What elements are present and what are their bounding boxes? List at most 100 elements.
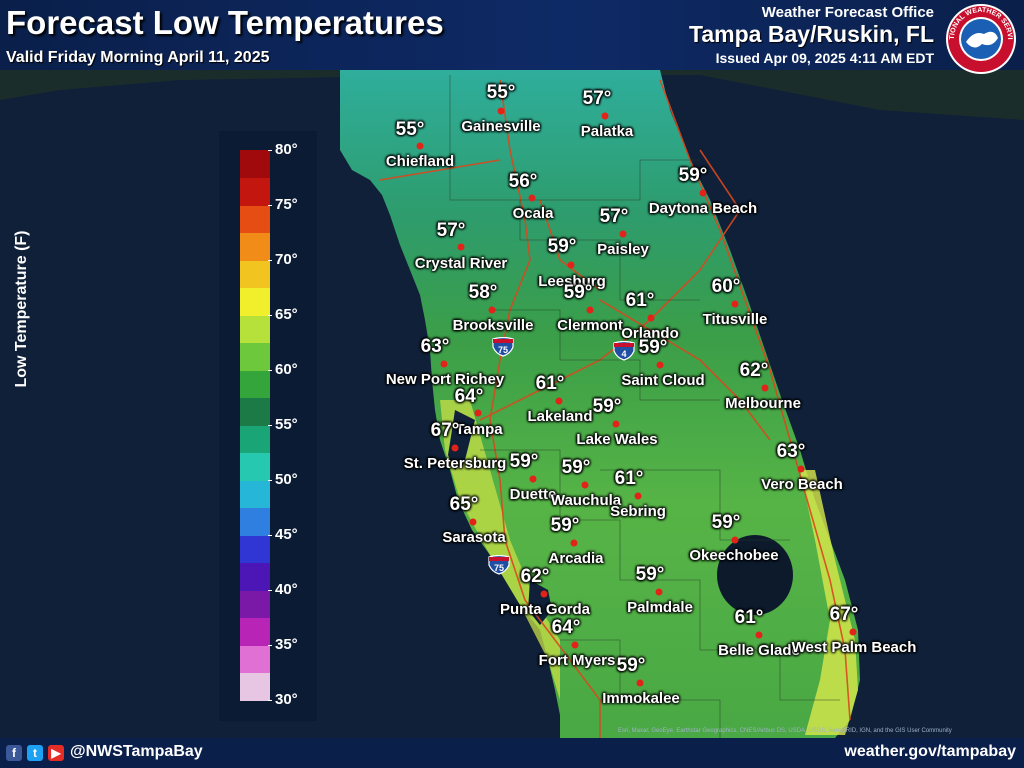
city-temperature: 58° [468, 282, 498, 303]
facebook-icon[interactable]: f [6, 745, 22, 761]
legend-color-scale [240, 150, 270, 701]
city-temperature: 57° [599, 206, 629, 227]
website-link[interactable]: weather.gov/tampabay [844, 743, 1016, 760]
nws-logo-icon: NATIONAL WEATHER SERVICE [941, 0, 1018, 76]
city-marker [731, 536, 739, 544]
city-marker [457, 243, 465, 251]
city-temperature: 59° [509, 451, 539, 472]
shield-number: 75 [498, 345, 508, 355]
city-temperature: 59° [550, 515, 580, 536]
map-credits: Esri, Maxar, GeoEye, Earthstar Geographi… [618, 728, 952, 734]
legend-color-step [240, 150, 270, 178]
legend-color-step [240, 260, 270, 288]
city-name: Duette [509, 486, 557, 503]
city-marker [469, 518, 477, 526]
city-marker [474, 409, 482, 417]
legend-color-step [240, 425, 270, 453]
city-temperature: 59° [563, 282, 593, 303]
city-temperature: 55° [486, 82, 516, 103]
office-label: Weather Forecast Office [761, 4, 934, 21]
city-name: Sebring [610, 503, 666, 520]
city-temperature: 55° [395, 119, 425, 140]
legend-tick-label: 70° [275, 251, 298, 268]
legend-tick-label: 75° [275, 196, 298, 213]
city-temperature: 61° [625, 290, 655, 311]
city-marker [571, 641, 579, 649]
city-name: Chiefland [385, 153, 455, 170]
city-temperature: 57° [582, 88, 612, 109]
interstate-shield-75: 75 [492, 337, 514, 357]
legend-title: Low Temperature (F) [13, 230, 30, 388]
city-marker [567, 261, 575, 269]
legend-tick-mark [268, 260, 272, 261]
city-marker [636, 679, 644, 687]
city-marker [601, 112, 609, 120]
city-temperature: 67° [829, 604, 859, 625]
city-name: Lake Wales [576, 431, 658, 448]
city-name: Okeechobee [689, 547, 779, 564]
youtube-icon[interactable]: ▶ [48, 745, 64, 761]
interstate-shield-75-south: 75 [488, 555, 510, 575]
legend-color-step [240, 617, 270, 646]
issued-time: Issued Apr 09, 2025 4:11 AM EDT [715, 50, 934, 66]
city-name: Immokalee [602, 690, 680, 707]
legend-tick-label: 60° [275, 361, 298, 378]
city-name: Daytona Beach [648, 200, 758, 217]
city-marker [755, 631, 763, 639]
city-marker [586, 306, 594, 314]
legend-tick-mark [268, 590, 272, 591]
city-marker [619, 230, 627, 238]
legend-tick-mark [268, 370, 272, 371]
city-marker [570, 539, 578, 547]
city-name: Lakeland [527, 408, 593, 425]
city-marker [797, 465, 805, 473]
legend-tick-mark [268, 150, 272, 151]
city-marker [451, 444, 459, 452]
shield-number: 4 [621, 349, 626, 359]
city-temperature: 62° [520, 566, 550, 587]
city-temperature: 65° [449, 494, 479, 515]
city-marker [761, 384, 769, 392]
city-temperature: 59° [635, 564, 665, 585]
city-marker [655, 588, 663, 596]
city-temperature: 61° [734, 607, 764, 628]
city-marker [540, 590, 548, 598]
city-marker [634, 492, 642, 500]
lake-okeechobee [717, 535, 793, 615]
city-marker [555, 397, 563, 405]
city-name: Arcadia [548, 550, 604, 567]
city-name: Titusville [702, 311, 768, 328]
legend-tick-label: 30° [275, 691, 298, 708]
legend-color-step [240, 287, 270, 316]
city-marker [488, 306, 496, 314]
legend-tick-mark [268, 700, 272, 701]
city-marker [528, 194, 536, 202]
legend-tick-label: 50° [275, 471, 298, 488]
legend-tick-mark [268, 645, 272, 646]
interstate-shield-4: 4 [613, 341, 635, 361]
legend-tick-label: 55° [275, 416, 298, 433]
city-name: Fort Myers [538, 652, 616, 669]
header-bar [0, 0, 1024, 70]
city-temperature: 59° [711, 512, 741, 533]
legend-tick-label: 40° [275, 581, 298, 598]
legend-tick-mark [268, 315, 272, 316]
city-temperature: 64° [551, 617, 581, 638]
city-temperature: 57° [436, 220, 466, 241]
city-marker [440, 360, 448, 368]
legend-color-step [240, 452, 270, 481]
twitter-icon[interactable]: t [27, 745, 43, 761]
social-handle[interactable]: @NWSTampaBay [70, 743, 203, 760]
city-name: New Port Richey [385, 371, 505, 388]
city-name: Paisley [597, 241, 649, 258]
legend-tick-mark [268, 425, 272, 426]
city-name: Sarasota [442, 529, 506, 546]
city-marker [699, 189, 707, 197]
shield-number: 75 [494, 563, 504, 573]
city-temperature: 61° [535, 373, 565, 394]
legend-color-step [240, 205, 270, 233]
legend-color-step [240, 342, 270, 371]
legend-tick-label: 80° [275, 141, 298, 158]
legend-color-step [240, 645, 270, 673]
